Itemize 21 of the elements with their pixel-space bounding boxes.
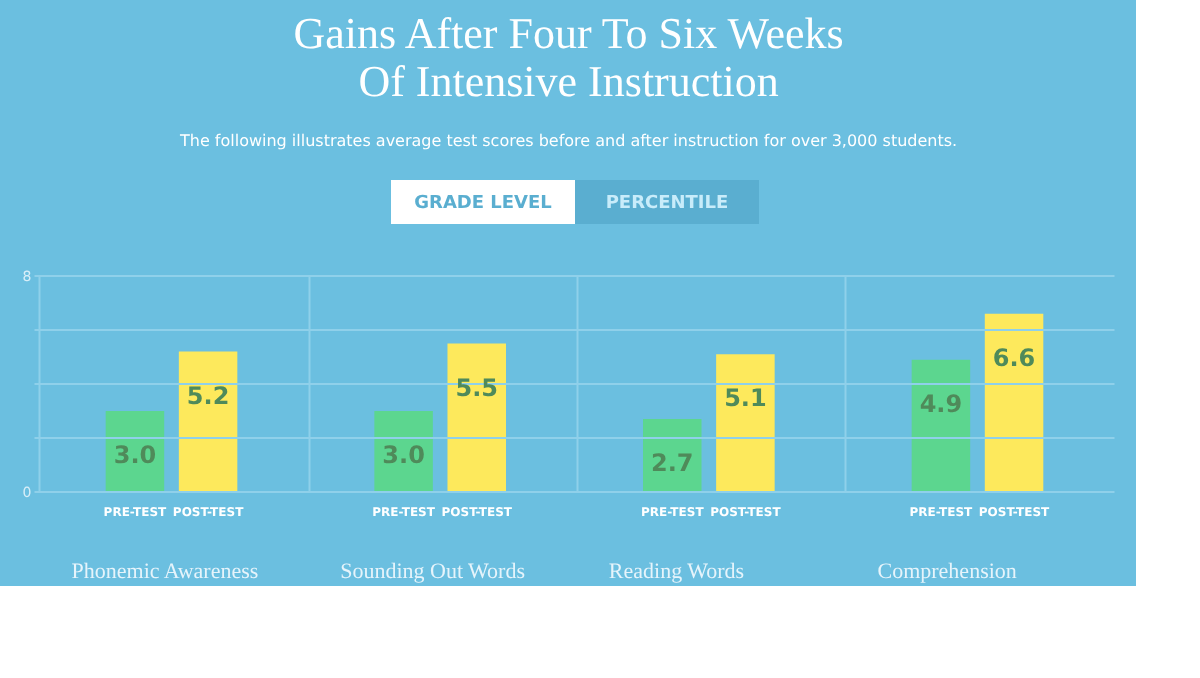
x-tick-label: Phonemic Awareness <box>71 560 259 584</box>
x-tick-label: Comprehension <box>877 560 1018 584</box>
bar <box>716 354 775 492</box>
data-label: 5.1 <box>724 384 767 413</box>
x-tick-label: Sounding Out Words <box>340 560 526 584</box>
text: Of Intensive Instruction <box>358 56 779 106</box>
x-tick-label: Reading Words <box>608 560 745 584</box>
text: Gains After Four To Six Weeks <box>293 8 844 58</box>
data-label: 3.0 <box>113 441 157 469</box>
chart-subtitle: The following illustrates average test scores before and after instruction for over 3,000 students. <box>177 132 958 150</box>
data-label: 2.7 <box>651 449 694 478</box>
data-label: 3.0 <box>382 441 425 469</box>
data-label: 6.6 <box>992 343 1036 372</box>
bar <box>984 313 1044 492</box>
data-label: 5.2 <box>186 381 230 410</box>
bar <box>447 343 506 492</box>
text: GRADE LEVEL <box>414 194 553 214</box>
text: PERCENTILE <box>605 194 729 214</box>
bar <box>911 359 971 492</box>
bar <box>178 351 238 492</box>
data-label: 4.9 <box>919 389 963 418</box>
